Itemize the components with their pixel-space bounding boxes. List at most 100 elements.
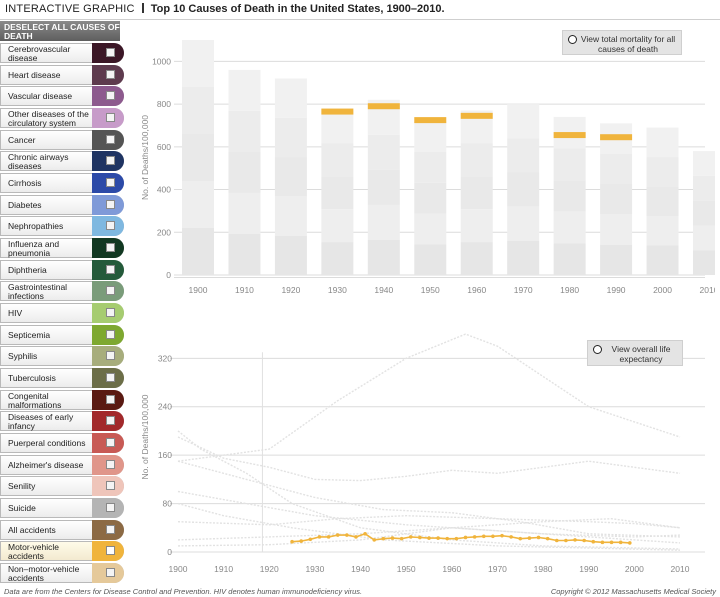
cause-toggle-cancer[interactable]: Cancer bbox=[0, 130, 124, 150]
motor-vehicle-point bbox=[472, 535, 477, 539]
data-source-note: Data are from the Centers for Disease Co… bbox=[4, 587, 363, 596]
cause-toggle-non-motor-vehicle-accidents[interactable]: Non–motor-vehicle accidents bbox=[0, 563, 124, 583]
cause-toggle-alzheimer-s-disease[interactable]: Alzheimer's disease bbox=[0, 455, 124, 475]
checkbox-icon[interactable] bbox=[106, 373, 115, 382]
cause-label: Heart disease bbox=[8, 70, 61, 81]
cause-toggle-hiv[interactable]: HIV bbox=[0, 303, 124, 323]
bar-segment bbox=[646, 127, 679, 158]
x-tick-label: 1950 bbox=[397, 564, 416, 574]
cause-toggle-diphtheria[interactable]: Diphtheria bbox=[0, 260, 124, 280]
cause-color-swatch bbox=[92, 520, 124, 540]
checkbox-icon[interactable] bbox=[106, 416, 115, 425]
checkbox-icon[interactable] bbox=[106, 221, 115, 230]
cause-color-swatch bbox=[92, 476, 124, 496]
bar-segment bbox=[414, 151, 447, 183]
bar-segment bbox=[321, 110, 354, 144]
checkbox-icon[interactable] bbox=[106, 568, 115, 577]
checkbox-icon[interactable] bbox=[106, 243, 115, 252]
cause-toggle-diseases-of-early-infancy[interactable]: Diseases of early infancy bbox=[0, 411, 124, 431]
cause-label: Cancer bbox=[8, 135, 36, 146]
bar-segment bbox=[182, 181, 214, 228]
cause-toggle-suicide[interactable]: Suicide bbox=[0, 498, 124, 518]
motor-vehicle-point bbox=[454, 536, 459, 541]
x-tick-label: 1980 bbox=[534, 564, 553, 574]
checkbox-icon[interactable] bbox=[106, 48, 115, 57]
bar-segment bbox=[321, 176, 354, 210]
cause-toggle-cerebrovascular-disease[interactable]: Cerebrovascular disease bbox=[0, 43, 124, 63]
checkbox-icon[interactable] bbox=[106, 481, 115, 490]
x-tick-label: 1950 bbox=[421, 285, 440, 295]
bar-segment bbox=[600, 183, 633, 215]
cause-color-swatch bbox=[92, 43, 124, 63]
checkbox-icon[interactable] bbox=[106, 200, 115, 209]
view-life-expectancy-label: View overall life expectancy bbox=[611, 344, 671, 364]
motor-vehicle-point bbox=[628, 541, 632, 545]
checkbox-icon[interactable] bbox=[106, 156, 115, 165]
x-tick-label: 1990 bbox=[579, 564, 598, 574]
cause-toggle-all-accidents[interactable]: All accidents bbox=[0, 520, 124, 540]
cause-toggle-motor-vehicle-accidents[interactable]: Motor-vehicle accidents bbox=[0, 541, 124, 561]
checkbox-icon[interactable] bbox=[106, 308, 115, 317]
cause-color-swatch bbox=[92, 411, 124, 431]
motor-vehicle-point bbox=[427, 536, 431, 540]
checkbox-icon[interactable] bbox=[106, 113, 115, 122]
cause-toggle-tuberculosis[interactable]: Tuberculosis bbox=[0, 368, 124, 388]
view-total-mortality-button[interactable]: View total mortality for all causes of d… bbox=[562, 30, 682, 55]
cause-toggle-vascular-disease[interactable]: Vascular disease bbox=[0, 86, 124, 106]
cause-toggle-chronic-airways-diseases[interactable]: Chronic airways diseases bbox=[0, 151, 124, 171]
x-tick-label: 1930 bbox=[305, 564, 324, 574]
bar-segment bbox=[553, 148, 586, 181]
cause-toggle-puerperal-conditions[interactable]: Puerperal conditions bbox=[0, 433, 124, 453]
graphic-type-label: INTERACTIVE GRAPHIC bbox=[5, 3, 135, 15]
checkbox-icon[interactable] bbox=[106, 525, 115, 534]
motor-vehicle-bar bbox=[367, 103, 400, 110]
checkbox-icon[interactable] bbox=[106, 438, 115, 447]
bar-segment bbox=[553, 211, 586, 244]
cause-toggle-senility[interactable]: Senility bbox=[0, 476, 124, 496]
motor-vehicle-point bbox=[518, 536, 523, 541]
cause-toggle-heart-disease[interactable]: Heart disease bbox=[0, 65, 124, 85]
checkbox-icon[interactable] bbox=[106, 546, 115, 555]
motor-vehicle-point bbox=[372, 538, 377, 542]
checkbox-icon[interactable] bbox=[106, 460, 115, 469]
checkbox-icon[interactable] bbox=[106, 265, 115, 274]
cause-toggle-congenital-malformations[interactable]: Congenital malformations bbox=[0, 390, 124, 410]
checkbox-icon[interactable] bbox=[106, 286, 115, 295]
checkbox-icon[interactable] bbox=[106, 503, 115, 512]
cause-toggle-influenza-and-pneumonia[interactable]: Influenza and pneumonia bbox=[0, 238, 124, 258]
y-tick-label: 1000 bbox=[152, 56, 171, 66]
cause-toggle-nephropathies[interactable]: Nephropathies bbox=[0, 216, 124, 236]
motor-vehicle-point bbox=[545, 536, 550, 541]
bar-segment bbox=[274, 235, 307, 275]
checkbox-icon[interactable] bbox=[106, 91, 115, 100]
checkbox-icon[interactable] bbox=[106, 351, 115, 360]
deselect-all-button[interactable]: DESELECT ALL CAUSES OF DEATH bbox=[0, 21, 120, 41]
motor-vehicle-point bbox=[582, 538, 586, 543]
cause-toggle-septicemia[interactable]: Septicemia bbox=[0, 325, 124, 345]
checkbox-icon[interactable] bbox=[106, 330, 115, 339]
x-tick-label: 1940 bbox=[351, 564, 370, 574]
x-tick-label: 1930 bbox=[328, 285, 347, 295]
motor-vehicle-point bbox=[564, 538, 568, 543]
unselected-cause-line bbox=[177, 436, 681, 482]
checkbox-icon[interactable] bbox=[106, 70, 115, 79]
checkbox-icon[interactable] bbox=[106, 395, 115, 404]
cause-toggle-gastrointestinal-infections[interactable]: Gastrointestinal infections bbox=[0, 281, 124, 301]
bar-segment bbox=[274, 196, 307, 236]
cause-toggle-other-diseases-of-the-circulatory-system[interactable]: Other diseases of the circulatory system bbox=[0, 108, 124, 128]
cause-toggle-diabetes[interactable]: Diabetes bbox=[0, 195, 124, 215]
motor-vehicle-point bbox=[418, 535, 422, 540]
cause-toggle-syphilis[interactable]: Syphilis bbox=[0, 346, 124, 366]
cause-color-swatch bbox=[92, 563, 124, 583]
view-life-expectancy-button[interactable]: View overall life expectancy bbox=[587, 340, 683, 366]
checkbox-icon[interactable] bbox=[106, 178, 115, 187]
bar-segment bbox=[600, 153, 633, 184]
motor-vehicle-point bbox=[408, 535, 413, 539]
checkbox-icon[interactable] bbox=[106, 135, 115, 144]
cause-label: Alzheimer's disease bbox=[8, 460, 84, 471]
cause-label: Senility bbox=[8, 481, 36, 492]
motor-vehicle-line bbox=[292, 532, 630, 544]
motor-vehicle-point bbox=[481, 534, 486, 539]
motor-vehicle-point bbox=[445, 536, 450, 541]
cause-toggle-cirrhosis[interactable]: Cirrhosis bbox=[0, 173, 124, 193]
